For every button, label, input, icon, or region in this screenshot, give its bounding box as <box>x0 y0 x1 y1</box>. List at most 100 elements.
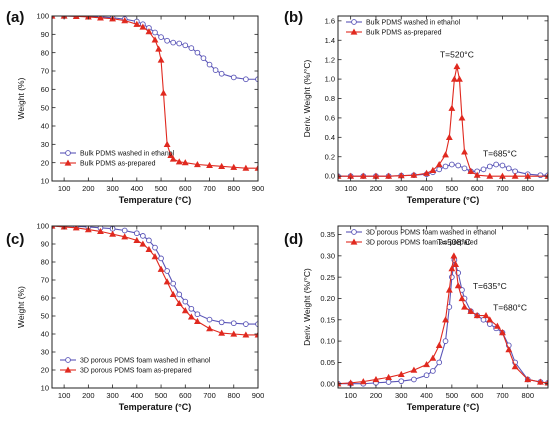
data-point <box>169 290 177 298</box>
y-tick-label: 0.30 <box>320 251 335 260</box>
data-point <box>194 49 201 56</box>
x-tick-label: 100 <box>58 391 71 400</box>
x-tick-label: 100 <box>344 391 357 400</box>
data-point <box>445 133 453 140</box>
legend-item: Bulk PDMS as-prepared <box>346 28 442 37</box>
x-tick-label: 700 <box>203 184 216 193</box>
series-as-prepared <box>338 252 548 387</box>
x-tick-label: 600 <box>471 184 484 193</box>
data-point <box>218 319 225 326</box>
peak-annotation: T=520°C <box>440 50 474 60</box>
data-point <box>152 244 158 251</box>
data-point <box>255 76 258 83</box>
x-tick-label: 200 <box>370 184 383 193</box>
data-point <box>187 313 195 320</box>
series-washed <box>52 16 258 83</box>
legend-label: 3D porous PDMS foam washed in ethanol <box>366 230 497 237</box>
x-tick-label: 300 <box>395 391 408 400</box>
panel-label: (d) <box>284 231 303 248</box>
y-axis-label: Weight (%) <box>16 286 26 328</box>
x-tick-label: 400 <box>420 391 433 400</box>
panel-label: (b) <box>284 9 303 26</box>
plot-frame <box>337 225 549 389</box>
y-tick-label: 50 <box>41 103 49 112</box>
chart-panel-1: (a) 100 200 300 400 500 600 700 800 900 10 20 30 40 50… <box>6 9 264 205</box>
x-tick-label: 500 <box>446 184 459 193</box>
data-point <box>206 325 213 332</box>
legend-label: Bulk PDMS washed in ethanol <box>80 151 175 158</box>
data-point <box>423 372 430 379</box>
data-point <box>499 329 506 336</box>
data-point <box>109 230 116 237</box>
data-point <box>458 294 466 302</box>
data-point <box>152 29 158 36</box>
data-point <box>442 151 449 158</box>
data-point <box>456 75 463 82</box>
data-point <box>139 240 147 247</box>
data-point <box>230 330 238 337</box>
y-tick-label: 20 <box>41 158 49 167</box>
y-tick-label: 0.00 <box>320 379 335 388</box>
data-point <box>218 162 226 169</box>
data-point <box>493 161 499 168</box>
legend-marker <box>65 357 71 363</box>
x-tick-label: 300 <box>106 391 119 400</box>
panel-label: (a) <box>6 9 24 26</box>
data-point <box>458 114 466 121</box>
data-point <box>133 20 141 27</box>
data-point <box>511 172 519 179</box>
series-as-prepared <box>52 16 258 171</box>
y-tick-label: 20 <box>41 366 49 375</box>
data-point <box>254 164 258 171</box>
data-point <box>398 378 405 385</box>
data-point <box>255 321 258 327</box>
data-point <box>72 226 80 231</box>
legend-label: Bulk PDMS as-prepared <box>80 161 156 168</box>
legend-item: 3D porous PDMS foam as-prepared <box>346 238 478 247</box>
data-point <box>157 56 165 63</box>
series-washed <box>52 226 258 327</box>
data-point <box>243 321 249 327</box>
y-tick-label: 0.05 <box>320 358 335 367</box>
data-point <box>145 28 153 35</box>
x-axis-label: Temperature (°C) <box>119 195 191 205</box>
data-point <box>537 172 544 179</box>
data-point <box>454 282 462 289</box>
y-tick-label: 0.35 <box>320 230 335 239</box>
y-tick-label: 1.0 <box>325 75 335 84</box>
data-point <box>254 331 258 338</box>
data-point <box>448 265 456 272</box>
data-point <box>52 16 56 19</box>
y-axis-label: Deriv. Weight (%/°C) <box>302 59 312 137</box>
series-line <box>52 16 258 80</box>
x-tick-label: 700 <box>203 391 216 400</box>
x-tick-label: 200 <box>370 391 383 400</box>
data-point <box>473 312 481 319</box>
data-point <box>452 260 460 267</box>
panel-label: (c) <box>6 231 24 248</box>
legend-marker <box>351 229 357 235</box>
data-point <box>505 346 513 353</box>
legend-label: Bulk PDMS as-prepared <box>366 30 442 37</box>
x-tick-label: 400 <box>131 391 144 400</box>
y-tick-label: 0.20 <box>320 294 335 303</box>
x-tick-label: 400 <box>131 184 144 193</box>
data-point <box>486 172 494 179</box>
data-point <box>243 76 249 83</box>
data-point <box>175 299 183 307</box>
y-tick-label: 0.15 <box>320 315 335 324</box>
data-point <box>467 167 475 174</box>
data-point <box>473 171 481 178</box>
x-tick-label: 100 <box>58 184 71 193</box>
y-tick-label: 60 <box>41 294 49 303</box>
legend: 3D porous PDMS foam washed in ethanol 3D … <box>60 357 211 375</box>
data-point <box>97 16 104 21</box>
y-tick-label: 1.6 <box>325 16 335 25</box>
data-point <box>151 253 159 260</box>
data-point <box>453 62 461 70</box>
data-point <box>242 164 250 171</box>
data-point <box>157 265 165 272</box>
y-tick-label: 0.8 <box>325 94 335 103</box>
data-point <box>160 89 167 96</box>
